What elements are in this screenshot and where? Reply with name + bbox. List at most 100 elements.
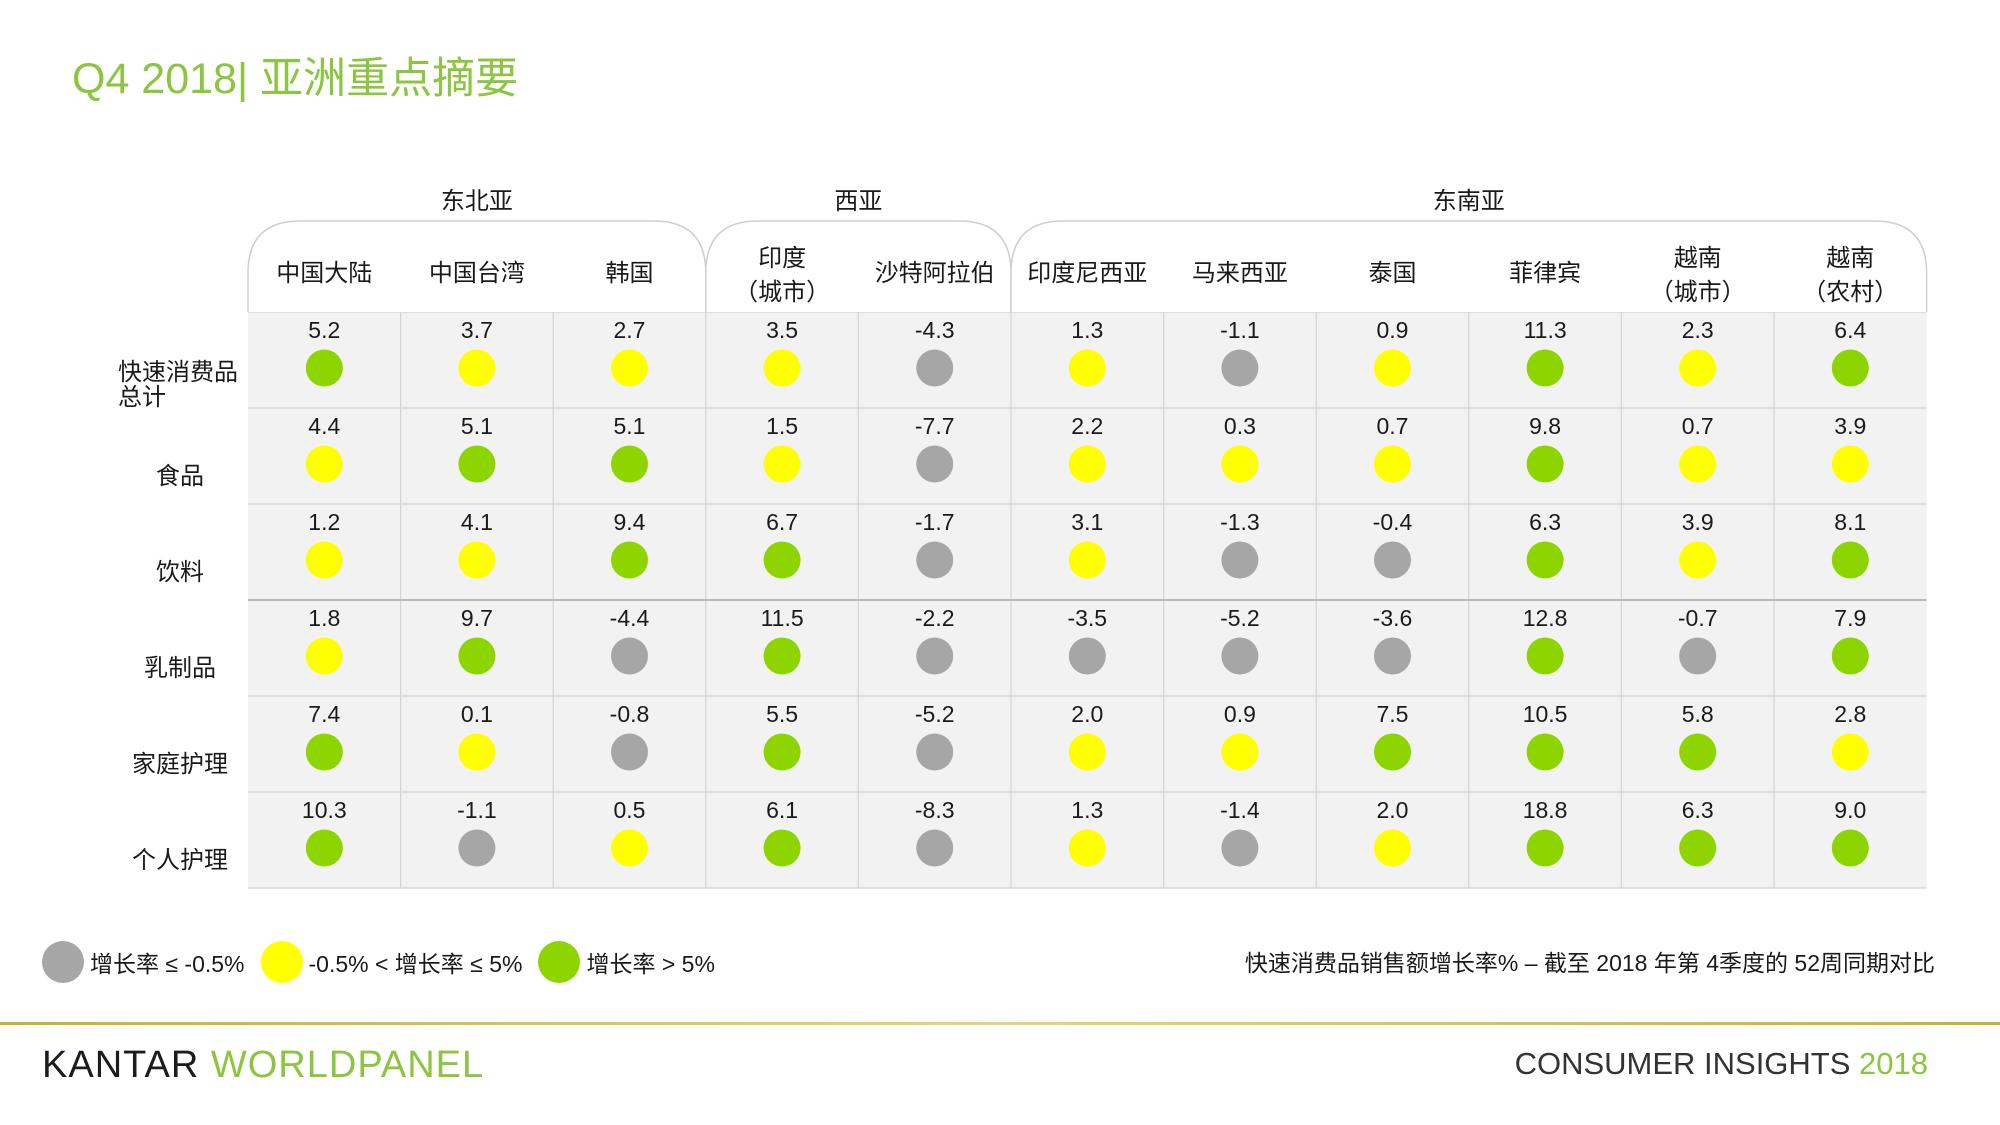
table-cell: 0.9: [1374, 317, 1411, 387]
cell-value: 0.7: [1682, 413, 1714, 439]
yellow-dot-icon: [1068, 829, 1106, 867]
cell-value: -0.7: [1678, 605, 1718, 631]
green-dot-icon: [763, 541, 801, 579]
cell-value: 2.3: [1682, 317, 1714, 343]
green-dot-icon: [1526, 637, 1564, 675]
legend: 增长率 ≤ -0.5% -0.5% < 增长率 ≤ 5% 增长率 > 5%: [42, 940, 731, 984]
green-dot-icon: [1831, 829, 1869, 867]
table-cell: 0.7: [1374, 413, 1411, 483]
table-cell: 3.1: [1068, 509, 1106, 579]
table-cell: 0.1: [458, 701, 496, 771]
column-header: 越南 （农村）: [1802, 245, 1898, 306]
table-cell: 3.5: [763, 317, 801, 387]
gray-dot-icon: [916, 349, 954, 387]
table-cell: 9.8: [1526, 413, 1564, 483]
green-dot-icon: [538, 941, 581, 983]
yellow-dot-icon: [1374, 349, 1411, 387]
yellow-dot-icon: [458, 349, 496, 387]
cell-value: 8.1: [1834, 509, 1866, 535]
cell-value: 12.8: [1523, 605, 1568, 631]
row-label: 食品: [156, 463, 204, 490]
yellow-dot-icon: [1068, 445, 1106, 483]
cell-value: 3.9: [1834, 413, 1866, 439]
green-dot-icon: [1831, 541, 1869, 579]
table-cell: 2.7: [611, 317, 648, 387]
yellow-dot-icon: [763, 349, 801, 387]
cell-value: -3.5: [1067, 605, 1107, 631]
column-header: 菲律宾: [1509, 260, 1581, 287]
cell-value: -1.7: [915, 509, 955, 535]
cell-value: 1.3: [1071, 317, 1103, 343]
green-dot-icon: [763, 829, 801, 867]
region-group-outline: [247, 220, 707, 312]
cell-value: 10.5: [1523, 701, 1568, 727]
cell-value: 6.3: [1529, 509, 1561, 535]
green-dot-icon: [1526, 829, 1564, 867]
cell-value: 2.2: [1071, 413, 1103, 439]
green-dot-icon: [763, 637, 801, 675]
green-dot-icon: [305, 349, 343, 387]
table-cell: 6.1: [763, 797, 801, 867]
cell-value: 5.5: [766, 701, 798, 727]
cell-value: 4.4: [308, 413, 340, 439]
legend-item-yellow: -0.5% < 增长率 ≤ 5%: [260, 941, 522, 983]
green-dot-icon: [1831, 637, 1869, 675]
cell-value: -1.4: [1220, 797, 1260, 823]
green-dot-icon: [1374, 733, 1411, 771]
cell-value: -5.2: [1220, 605, 1260, 631]
yellow-dot-icon: [1068, 733, 1106, 771]
green-dot-icon: [1679, 733, 1717, 771]
gray-dot-icon: [1679, 637, 1717, 675]
cell-value: -5.2: [915, 701, 955, 727]
yellow-dot-icon: [1679, 541, 1717, 579]
cell-value: -4.3: [915, 317, 955, 343]
row-label: 个人护理: [132, 847, 228, 874]
table-cell: 18.8: [1523, 797, 1567, 867]
gray-dot-icon: [916, 829, 954, 867]
column-header-line: （农村）: [1802, 279, 1898, 306]
gray-dot-icon: [42, 941, 84, 983]
cell-value: -1.1: [457, 797, 497, 823]
table-cell: 6.4: [1831, 317, 1869, 387]
column-header: 泰国: [1369, 260, 1417, 287]
cell-value: 2.8: [1834, 701, 1866, 727]
legend-item-gray: 增长率 ≤ -0.5%: [42, 941, 245, 983]
yellow-dot-icon: [305, 445, 343, 483]
green-dot-icon: [1526, 349, 1564, 387]
cell-value: 11.3: [1524, 317, 1567, 343]
table-cell: 0.5: [611, 797, 648, 867]
legend-label-gray: 增长率 ≤ -0.5%: [90, 951, 245, 977]
table-cell: 5.2: [305, 317, 343, 387]
cell-value: -0.4: [1373, 509, 1413, 535]
table-cell: -3.5: [1067, 605, 1107, 675]
table-cell: 1.5: [763, 413, 801, 483]
cell-value: 9.4: [614, 509, 646, 535]
brand-logo-part2: WORLDPANEL: [210, 1044, 485, 1086]
yellow-dot-icon: [1679, 349, 1717, 387]
table-cell: 4.1: [458, 509, 496, 579]
brand-logo-part1: KANTAR: [42, 1044, 211, 1086]
table-cell: 9.7: [458, 605, 496, 675]
yellow-dot-icon: [305, 637, 343, 675]
yellow-dot-icon: [1374, 829, 1411, 867]
gray-dot-icon: [1221, 349, 1259, 387]
table-cell: 0.3: [1221, 413, 1259, 483]
green-dot-icon: [305, 733, 343, 771]
gray-dot-icon: [1068, 637, 1106, 675]
table-cell: 1.2: [305, 509, 343, 579]
column-header: 中国台湾: [429, 260, 525, 287]
table-cell: 12.8: [1523, 605, 1568, 675]
table-cell: 3.9: [1831, 413, 1869, 483]
table-cell: -1.1: [457, 797, 497, 867]
green-dot-icon: [1679, 829, 1717, 867]
table-cell: 1.8: [305, 605, 343, 675]
table-cell: 9.4: [611, 509, 648, 579]
region-label: 东南亚: [1433, 188, 1505, 215]
cell-value: 6.1: [766, 797, 798, 823]
table-cell: -1.7: [915, 509, 955, 579]
column-header: 印度尼西亚: [1027, 260, 1147, 287]
column-header: 沙特阿拉伯: [875, 260, 995, 287]
row-label: 饮料: [156, 559, 204, 586]
gray-dot-icon: [1374, 637, 1411, 675]
